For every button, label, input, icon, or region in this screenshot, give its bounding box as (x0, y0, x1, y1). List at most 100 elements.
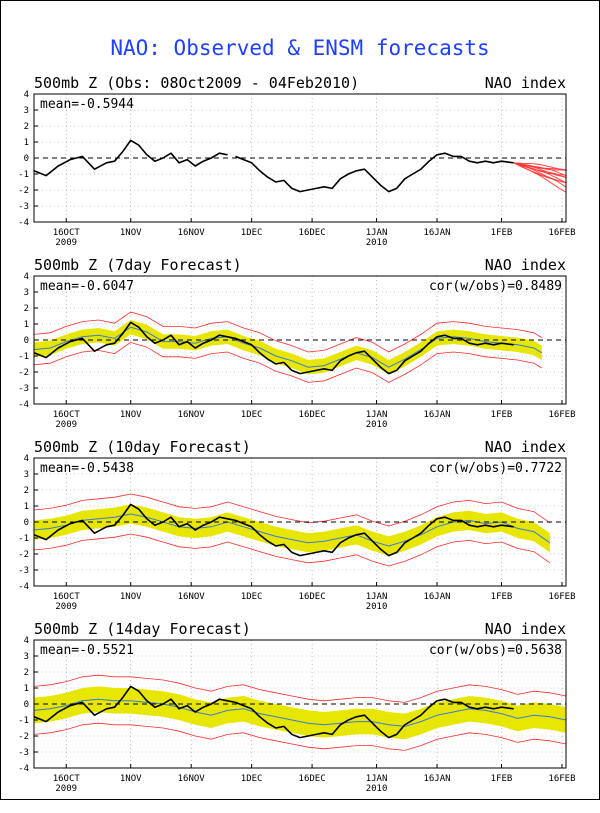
x-tick-label: 16OCT (53, 592, 81, 602)
y-tick-label: 0 (24, 154, 29, 164)
panel-right-title: NAO index (485, 256, 566, 274)
y-tick-label: 1 (24, 684, 29, 694)
y-tick-label: -3 (18, 748, 29, 758)
y-tick-label: 2 (24, 304, 29, 314)
y-tick-label: -2 (18, 550, 29, 560)
y-tick-label: -4 (18, 218, 29, 228)
x-tick-year-label: 2009 (55, 602, 77, 612)
y-tick-label: -2 (18, 732, 29, 742)
x-tick-label: 16NOV (178, 410, 206, 420)
panel-right-title: NAO index (485, 74, 566, 92)
y-tick-label: -1 (18, 716, 29, 726)
x-tick-label: 1NOV (120, 774, 142, 784)
panel-title: 500mb Z (10day Forecast) (34, 438, 251, 456)
x-tick-label: 16FEB (548, 592, 575, 602)
x-tick-label: 1JAN (366, 774, 388, 784)
y-tick-label: 0 (24, 700, 29, 710)
y-tick-label: 2 (24, 486, 29, 496)
y-tick-label: -3 (18, 566, 29, 576)
ensemble-mean-line (33, 513, 551, 547)
mean-label: mean=-0.5438 (40, 461, 134, 476)
x-tick-label: 16DEC (299, 774, 326, 784)
x-tick-label: 16DEC (299, 410, 326, 420)
y-tick-label: -4 (18, 582, 29, 592)
page-title: NAO: Observed & ENSM forecasts (110, 36, 490, 60)
x-tick-label: 16JAN (423, 228, 450, 238)
panel-right-title: NAO index (485, 620, 566, 638)
x-tick-label: 1DEC (241, 228, 263, 238)
x-tick-label: 16DEC (299, 228, 326, 238)
mean-label: mean=-0.5521 (40, 643, 134, 658)
x-tick-label: 1DEC (241, 774, 263, 784)
panel-title: 500mb Z (Obs: 08Oct2009 - 04Feb2010) (34, 74, 359, 92)
panel-title: 500mb Z (14day Forecast) (34, 620, 251, 638)
y-tick-label: 3 (24, 470, 29, 480)
x-tick-year-label: 2009 (55, 420, 77, 430)
x-tick-label: 16JAN (423, 410, 450, 420)
correlation-label: cor(w/obs)=0.8489 (429, 279, 562, 294)
correlation-label: cor(w/obs)=0.7722 (429, 461, 562, 476)
x-tick-label: 1NOV (120, 228, 142, 238)
y-tick-label: 3 (24, 288, 29, 298)
ensemble-mean-line (33, 326, 543, 368)
y-tick-label: 3 (24, 106, 29, 116)
observed-line (33, 503, 514, 557)
x-tick-label: 1FEB (491, 410, 513, 420)
x-tick-label: 16JAN (423, 774, 450, 784)
x-tick-year-label: 2010 (366, 238, 388, 248)
x-tick-label: 1FEB (491, 228, 513, 238)
y-tick-label: 2 (24, 122, 29, 132)
x-tick-year-label: 2009 (55, 784, 77, 794)
ensemble-mean-line (33, 698, 567, 727)
y-tick-label: -1 (18, 170, 29, 180)
y-tick-label: 0 (24, 518, 29, 528)
mean-label: mean=-0.5944 (40, 97, 134, 112)
y-tick-label: -3 (18, 384, 29, 394)
y-tick-label: 4 (24, 272, 29, 282)
ensemble-lower-envelope (33, 722, 567, 751)
mean-label: mean=-0.6047 (40, 279, 134, 294)
y-tick-label: 3 (24, 652, 29, 662)
y-tick-label: -1 (18, 352, 29, 362)
ensemble-spread-band (34, 320, 542, 375)
x-tick-label: 1FEB (491, 774, 513, 784)
x-tick-label: 16DEC (299, 592, 326, 602)
y-tick-label: -2 (18, 368, 29, 378)
ensemble-upper-envelope (33, 493, 551, 527)
y-tick-label: -3 (18, 202, 29, 212)
ensemble-spread-band (34, 686, 566, 740)
observed-line (33, 321, 514, 375)
y-tick-label: -4 (18, 400, 29, 410)
x-tick-label: 16FEB (548, 774, 575, 784)
x-tick-year-label: 2009 (55, 238, 77, 248)
y-tick-label: -4 (18, 764, 29, 774)
y-tick-label: 1 (24, 320, 29, 330)
ensemble-lower-envelope (33, 341, 543, 383)
y-tick-label: 4 (24, 454, 29, 464)
ensemble-spread-band (34, 504, 550, 556)
y-tick-label: 4 (24, 90, 29, 100)
x-tick-label: 16OCT (53, 410, 81, 420)
x-tick-year-label: 2010 (366, 784, 388, 794)
ensemble-upper-envelope (33, 311, 543, 353)
panel-right-title: NAO index (485, 438, 566, 456)
x-tick-label: 16JAN (423, 592, 450, 602)
y-tick-label: 2 (24, 668, 29, 678)
y-tick-label: 1 (24, 138, 29, 148)
correlation-label: cor(w/obs)=0.5638 (429, 643, 562, 658)
x-tick-label: 16NOV (178, 774, 206, 784)
forecast-member-line (513, 162, 567, 193)
ensemble-upper-envelope (33, 674, 567, 703)
x-tick-label: 16NOV (178, 228, 206, 238)
x-tick-label: 16FEB (548, 228, 575, 238)
ensemble-lower-envelope (33, 533, 551, 567)
x-tick-year-label: 2010 (366, 602, 388, 612)
panel-title: 500mb Z (7day Forecast) (34, 256, 242, 274)
y-tick-label: 0 (24, 336, 29, 346)
y-tick-label: 1 (24, 502, 29, 512)
x-tick-label: 1JAN (366, 228, 388, 238)
x-tick-label: 16FEB (548, 410, 575, 420)
